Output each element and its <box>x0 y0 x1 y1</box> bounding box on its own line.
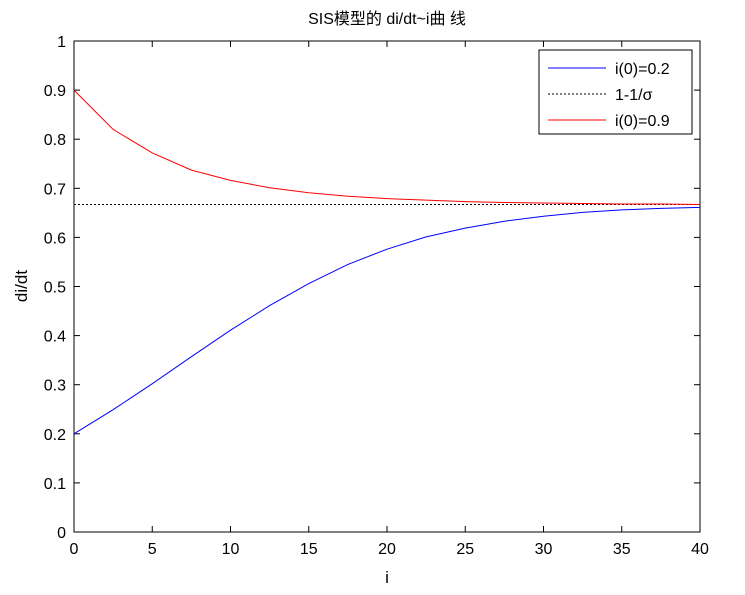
x-tick-label: 40 <box>691 541 709 558</box>
x-tick-label: 10 <box>222 541 240 558</box>
x-tick-label: 5 <box>148 541 157 558</box>
series-line-3 <box>73 89 701 205</box>
y-tick-label: 0.4 <box>44 329 66 346</box>
y-tick-label: 0.7 <box>44 181 66 198</box>
y-tick-label: 0.5 <box>44 280 66 297</box>
axis-ticks: 0 5 10 15 20 25 30 35 40 0 0.1 0.2 0.3 0.4 0.5 0.6 0.7 0.… <box>44 34 709 558</box>
y-tick-label: 0.3 <box>44 378 66 395</box>
y-tick-label: 0.8 <box>44 132 66 149</box>
series-line-1 <box>73 206 701 435</box>
legend-entry-2: 1-1/σ <box>615 87 653 104</box>
y-axis-label: di/dt <box>12 270 31 302</box>
x-tick-label: 35 <box>613 541 631 558</box>
chart-title: SIS模型的 di/dt~i曲 线 <box>308 10 466 28</box>
legend: i(0)=0.2 1-1/σ i(0)=0.9 <box>538 49 693 135</box>
x-tick-label: 15 <box>300 541 318 558</box>
series-lines <box>73 89 701 435</box>
y-tick-label: 0.9 <box>44 83 66 100</box>
x-tick-label: 20 <box>378 541 396 558</box>
x-tick-label: 25 <box>456 541 474 558</box>
y-tick-label: 0.6 <box>44 230 66 247</box>
y-tick-label: 0 <box>57 525 66 542</box>
y-tick-label: 0.2 <box>44 427 66 444</box>
y-tick-label: 0.1 <box>44 476 66 493</box>
x-tick-label: 30 <box>535 541 553 558</box>
x-axis-label: i <box>385 568 389 587</box>
legend-entry-3: i(0)=0.9 <box>615 113 670 130</box>
x-tick-label: 0 <box>70 541 79 558</box>
legend-entry-1: i(0)=0.2 <box>615 61 670 78</box>
y-tick-label: 1 <box>57 34 66 51</box>
